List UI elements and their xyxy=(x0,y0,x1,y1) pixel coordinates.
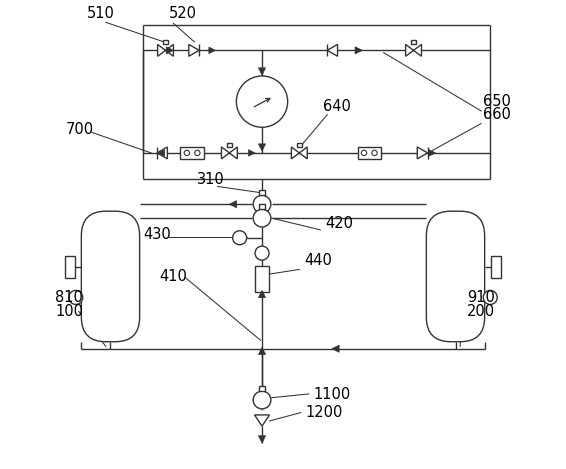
Polygon shape xyxy=(229,201,237,208)
Bar xyxy=(259,190,265,195)
Circle shape xyxy=(372,150,377,156)
Polygon shape xyxy=(259,436,265,443)
Polygon shape xyxy=(221,147,229,159)
Polygon shape xyxy=(299,147,307,159)
Bar xyxy=(226,143,232,147)
Bar xyxy=(163,40,168,45)
Text: 520: 520 xyxy=(169,6,197,21)
Polygon shape xyxy=(406,45,414,56)
Circle shape xyxy=(253,391,271,409)
Bar xyxy=(491,256,501,278)
Polygon shape xyxy=(255,415,269,426)
Bar xyxy=(411,40,417,45)
Text: 700: 700 xyxy=(66,122,95,137)
Text: 440: 440 xyxy=(304,253,332,268)
Polygon shape xyxy=(414,45,422,56)
Text: 660: 660 xyxy=(483,107,511,122)
Circle shape xyxy=(69,290,83,304)
Text: 650: 650 xyxy=(483,94,511,109)
Text: 410: 410 xyxy=(160,269,187,284)
Polygon shape xyxy=(157,147,168,159)
FancyBboxPatch shape xyxy=(426,211,484,342)
Polygon shape xyxy=(158,150,165,156)
Text: 310: 310 xyxy=(197,172,225,187)
Circle shape xyxy=(253,209,271,227)
Text: 640: 640 xyxy=(323,99,350,114)
Circle shape xyxy=(184,150,190,156)
Bar xyxy=(259,204,265,209)
Polygon shape xyxy=(165,45,173,56)
Polygon shape xyxy=(291,147,299,159)
Bar xyxy=(297,143,302,147)
Text: 430: 430 xyxy=(143,227,171,242)
Text: 810: 810 xyxy=(55,290,83,305)
Circle shape xyxy=(237,76,288,127)
Text: 200: 200 xyxy=(467,304,495,319)
Polygon shape xyxy=(417,147,427,159)
Polygon shape xyxy=(355,47,362,54)
Text: 1100: 1100 xyxy=(314,386,350,401)
Circle shape xyxy=(361,150,367,156)
Polygon shape xyxy=(259,290,265,298)
Circle shape xyxy=(253,195,271,213)
Polygon shape xyxy=(259,68,265,75)
Bar xyxy=(358,147,381,159)
Circle shape xyxy=(483,290,497,304)
Text: 420: 420 xyxy=(325,216,353,230)
Polygon shape xyxy=(166,47,173,54)
Bar xyxy=(65,256,75,278)
Polygon shape xyxy=(259,144,265,151)
Polygon shape xyxy=(327,45,337,56)
Circle shape xyxy=(195,150,200,156)
Bar xyxy=(181,147,204,159)
Circle shape xyxy=(255,246,269,260)
Bar xyxy=(255,266,269,292)
FancyBboxPatch shape xyxy=(82,211,140,342)
Polygon shape xyxy=(229,147,237,159)
Text: 100: 100 xyxy=(55,304,83,319)
Polygon shape xyxy=(189,45,199,56)
Polygon shape xyxy=(209,47,216,53)
Polygon shape xyxy=(157,45,165,56)
Polygon shape xyxy=(429,150,435,156)
Text: 1200: 1200 xyxy=(306,405,343,420)
Polygon shape xyxy=(248,150,255,156)
Bar xyxy=(259,386,265,391)
Circle shape xyxy=(233,231,247,245)
Text: 910: 910 xyxy=(467,290,495,305)
Polygon shape xyxy=(259,348,265,355)
Polygon shape xyxy=(332,345,339,352)
Text: 510: 510 xyxy=(87,6,115,21)
